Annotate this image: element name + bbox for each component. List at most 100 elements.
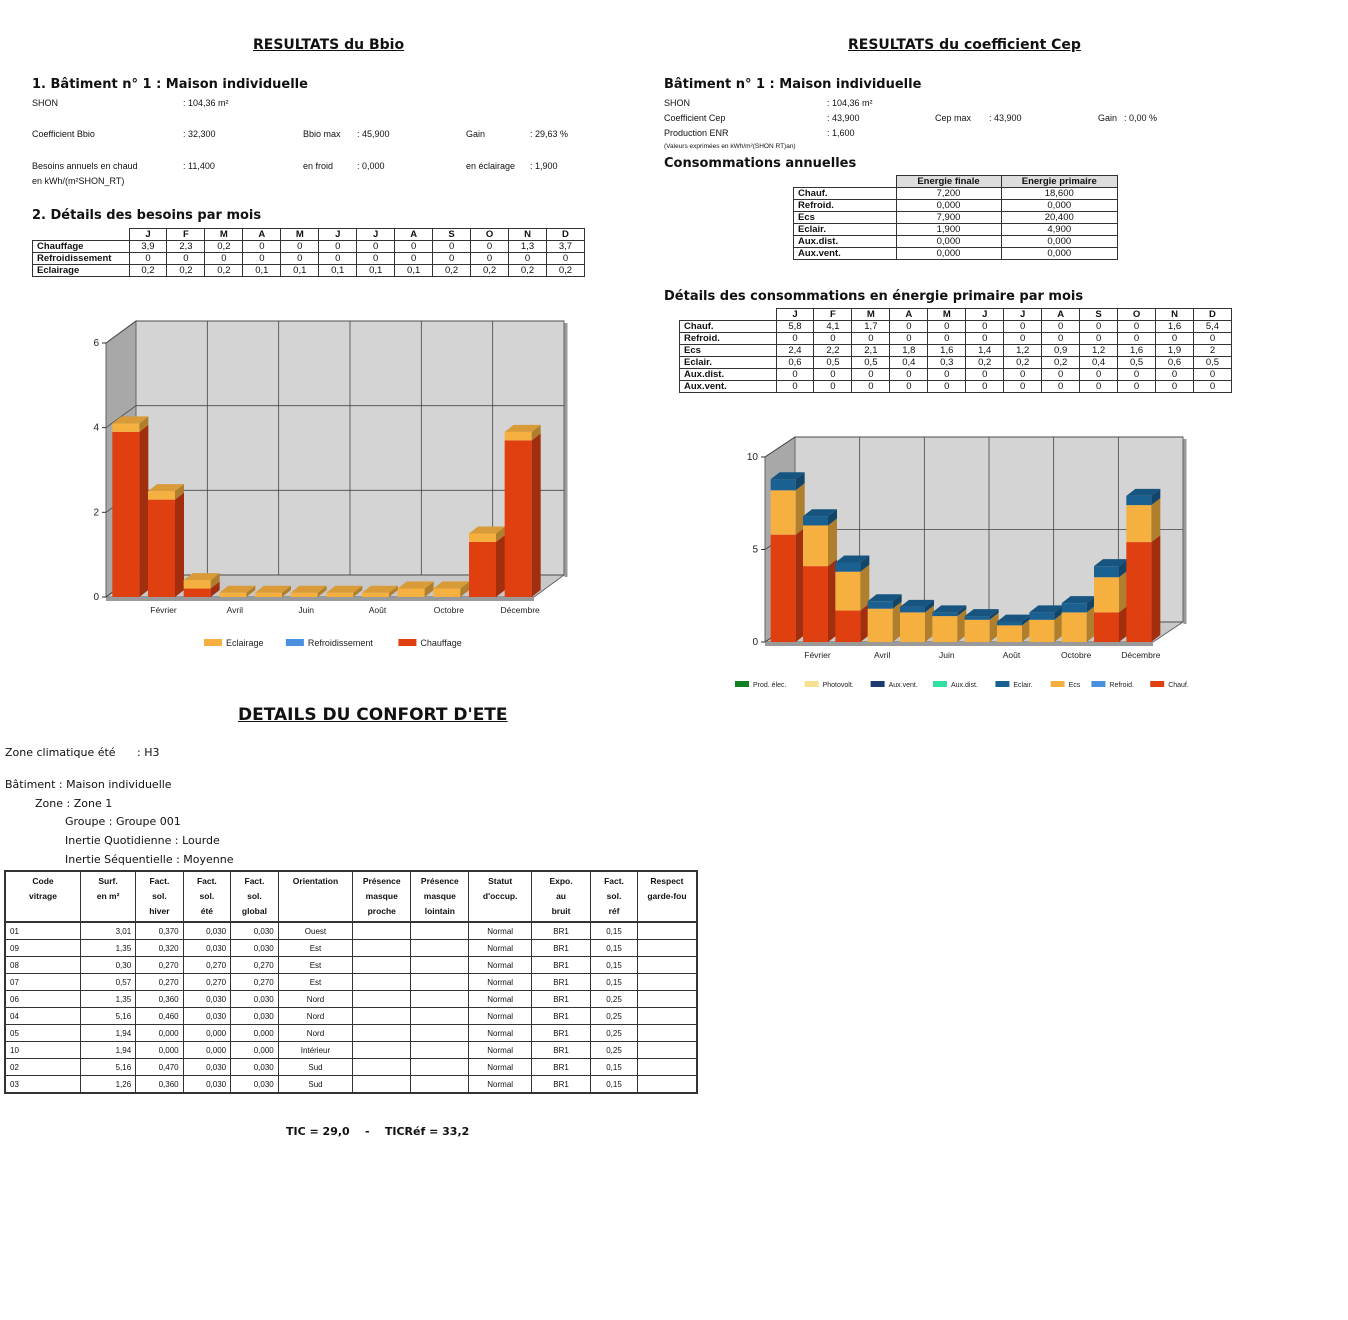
table-cell: 0,15 bbox=[590, 1075, 638, 1094]
table-row: 01 3,01 0,370 0,030 0,030 Ouest Normal BR1 0,15 bbox=[4, 921, 698, 940]
chart-bar-top bbox=[397, 581, 434, 589]
table-cell: 0,57 bbox=[79, 973, 137, 991]
chart-bar-side bbox=[1054, 612, 1064, 642]
chart-bar-segment bbox=[148, 491, 175, 500]
table-cell: 0,2 bbox=[166, 264, 206, 277]
cep-title: RESULTATS du coefficient Cep bbox=[848, 37, 1081, 53]
chart-bar-top bbox=[290, 585, 327, 593]
table-cell: 0 bbox=[927, 368, 967, 381]
table-corner bbox=[679, 308, 777, 321]
table-cell: 0,30 bbox=[79, 956, 137, 974]
table-cell: 0 bbox=[927, 320, 967, 333]
table-cell: 7,200 bbox=[895, 187, 1002, 200]
chart-bar-segment bbox=[835, 571, 861, 611]
table-cell: 0 bbox=[889, 332, 929, 345]
table-cell: 0 bbox=[508, 252, 547, 265]
table-cell: 1,6 bbox=[1117, 344, 1157, 357]
table-cell: 4,900 bbox=[1000, 223, 1118, 236]
chart-bar-top bbox=[183, 573, 220, 581]
table-cell: 5,16 bbox=[79, 1058, 137, 1076]
chart-bar-side bbox=[496, 526, 505, 542]
cep-units-note: (Valeurs exprimées en kWh/m²(SHON RT)an) bbox=[664, 143, 796, 150]
cep-gain-value: : 0,00 % bbox=[1124, 113, 1158, 123]
column-header-line: réf bbox=[608, 906, 620, 916]
row-label: Eclairage bbox=[32, 264, 130, 277]
x-tick-label: Juin bbox=[298, 605, 314, 615]
chart-bar-side bbox=[1151, 488, 1161, 506]
table-row: 04 5,16 0,460 0,030 0,030 Nord Normal BR1 0,25 bbox=[4, 1007, 698, 1025]
table-cell: 0,370 bbox=[135, 921, 184, 940]
column-header-line: proche bbox=[367, 906, 396, 916]
table-cell: Normal bbox=[468, 956, 532, 974]
cep-enr-label: Production ENR bbox=[664, 128, 729, 138]
table-row: Eclair. 0,6 0,5 0,5 0,4 0,3 0,2 0,2 0,2 0,4 0,5 0,6… bbox=[679, 356, 1233, 369]
table-cell: 20,400 bbox=[1000, 211, 1118, 224]
chart-bar-segment bbox=[1094, 612, 1119, 642]
month-header: A bbox=[394, 228, 434, 241]
column-header-line: d'occup. bbox=[482, 891, 518, 901]
table-cell: 0 bbox=[1041, 320, 1081, 333]
chart-bar-side bbox=[957, 605, 967, 617]
table-cell: 10 bbox=[4, 1041, 81, 1059]
cep-enr-value: : 1,600 bbox=[827, 128, 855, 138]
month-header: A bbox=[889, 308, 929, 321]
table-cell: 0,000 bbox=[1000, 235, 1118, 248]
chart-bar-side bbox=[317, 585, 327, 597]
column-header-line bbox=[83, 904, 133, 919]
table-cell: 0 bbox=[851, 368, 891, 381]
legend-swatch bbox=[995, 681, 1010, 687]
column-header-line: Présence bbox=[362, 876, 401, 886]
table-cell: 1,6 bbox=[1155, 320, 1194, 333]
table-cell bbox=[352, 1058, 412, 1076]
chart-bar-side bbox=[989, 612, 999, 642]
table-cell: 1,6 bbox=[927, 344, 967, 357]
month-header: S bbox=[432, 228, 472, 241]
table-cell: BR1 bbox=[530, 1058, 592, 1076]
table-cell: 0 bbox=[318, 240, 358, 253]
cep-max-value: : 43,900 bbox=[989, 113, 1022, 123]
table-cell: 0,000 bbox=[182, 1041, 232, 1059]
chart-bar-side bbox=[828, 518, 837, 567]
table-cell: 0,270 bbox=[135, 956, 184, 974]
y-tick-label: 4 bbox=[93, 423, 99, 434]
table-cell: 0,5 bbox=[1117, 356, 1157, 369]
column-header-line: sol. bbox=[606, 891, 622, 901]
column-header: Fact. sol. global bbox=[230, 870, 279, 923]
chart-grid-line bbox=[764, 436, 796, 458]
table-cell: 03 bbox=[4, 1075, 81, 1094]
table-cell: 06 bbox=[4, 990, 81, 1008]
chart-bar-segment bbox=[964, 619, 990, 642]
table-cell: 0,15 bbox=[590, 921, 638, 940]
table-row: Aux.vent. 0 0 0 0 0 0 0 0 0 0 0 0 bbox=[679, 380, 1233, 393]
legend-label: Refroid. bbox=[1109, 682, 1134, 689]
table-cell: 0,2 bbox=[128, 264, 168, 277]
chart-bar-top bbox=[1094, 559, 1128, 567]
table-cell: 0 bbox=[318, 252, 358, 265]
table-row: Refroidissement 0 0 0 0 0 0 0 0 0 0 0 0 bbox=[32, 252, 586, 265]
table-cell: 0,000 bbox=[230, 1024, 279, 1042]
bbio-max-label: Bbio max bbox=[303, 129, 341, 139]
column-header-line: vitrage bbox=[29, 891, 57, 901]
chart-bar-side bbox=[1151, 535, 1161, 642]
chart-bar-top bbox=[770, 472, 805, 480]
chart-bar-side bbox=[460, 581, 470, 597]
chart-bar-segment bbox=[397, 588, 425, 597]
chart-bar-segment bbox=[1126, 542, 1152, 642]
bbio-gain-label: Gain bbox=[466, 129, 486, 139]
chart-bar-segment bbox=[932, 616, 958, 642]
bbio-coef-value: : 32,300 bbox=[183, 129, 216, 139]
month-header: J bbox=[1003, 308, 1043, 321]
legend-swatch bbox=[285, 639, 304, 646]
table-cell: 0,2 bbox=[545, 264, 586, 277]
legend-swatch bbox=[804, 681, 819, 687]
month-header: J bbox=[775, 308, 815, 321]
table-cell: 0,000 bbox=[895, 199, 1002, 212]
column-header-line: Orientation bbox=[292, 876, 339, 886]
y-tick-label: 6 bbox=[93, 338, 99, 349]
chart-floor-edge bbox=[106, 597, 534, 601]
month-header: D bbox=[545, 228, 586, 241]
table-cell: 0,15 bbox=[590, 1058, 638, 1076]
table-cell: 0,25 bbox=[590, 1007, 638, 1025]
table-cell: BR1 bbox=[530, 973, 592, 991]
month-header: M bbox=[204, 228, 244, 241]
